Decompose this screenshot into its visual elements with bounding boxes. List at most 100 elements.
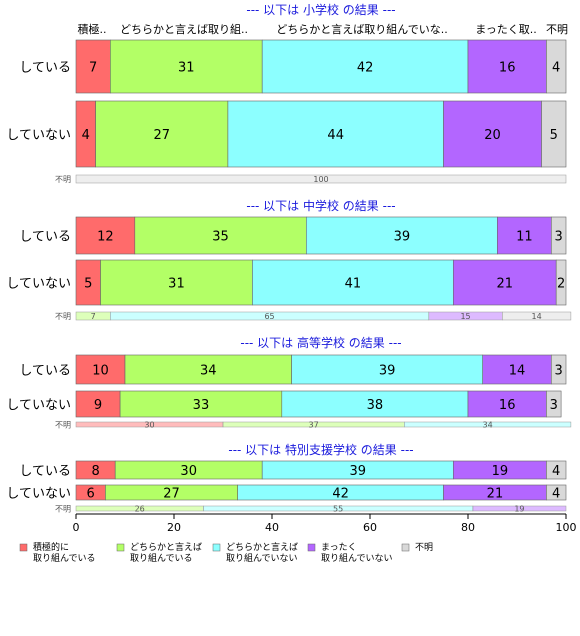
bar-value-label: 3 — [550, 398, 558, 413]
bar-value-label: 4 — [552, 487, 560, 502]
bar-value-label: 16 — [499, 61, 516, 76]
bar-value-label: 33 — [193, 398, 210, 413]
bar-value-label: 39 — [349, 464, 366, 479]
x-tick-label: 20 — [167, 521, 181, 534]
bar-segment — [546, 484, 567, 501]
bar-value-label: 31 — [178, 61, 195, 76]
unknown-bar-value-label: 55 — [333, 505, 343, 514]
bar-value-label: 27 — [153, 128, 170, 143]
legend-swatch — [116, 543, 125, 552]
unknown-bar-value-label: 14 — [532, 312, 542, 321]
legend-label: まったく — [321, 542, 357, 553]
category-header-2: どちらかと言えば取り組.. — [120, 23, 248, 36]
bar-segment — [281, 390, 469, 418]
row-label: している — [19, 230, 71, 245]
bar-segment — [305, 216, 498, 255]
x-tick-label: 100 — [556, 521, 577, 534]
bar-segment — [550, 354, 567, 385]
bar-segment — [443, 100, 542, 168]
unknown-row-label: 不明 — [55, 175, 71, 184]
unknown-bar-value-label: 37 — [309, 421, 319, 430]
bar-segment — [550, 216, 567, 255]
bar-value-label: 42 — [332, 487, 349, 502]
row-label: していない — [6, 398, 71, 413]
section-title: --- 以下は 中学校 の結果 --- — [246, 198, 395, 213]
bar-segment — [497, 216, 552, 255]
category-header-3: どちらかと言えば取り組んでいな.. — [276, 23, 447, 36]
bar-segment — [467, 390, 547, 418]
bar-value-label: 38 — [367, 398, 384, 413]
legend-label: 積極的に — [33, 541, 69, 553]
unknown-bar-value-label: 30 — [144, 421, 154, 430]
section-title: --- 以下は 高等学校 の結果 --- — [240, 335, 401, 350]
bar-value-label: 21 — [487, 487, 504, 502]
bar-segment — [75, 39, 111, 94]
bar-segment — [546, 39, 567, 94]
section-title: --- 以下は 特別支援学校 の結果 --- — [228, 442, 413, 457]
bar-segment — [555, 259, 567, 306]
bar-segment — [482, 354, 552, 385]
row-label: していない — [6, 277, 71, 292]
bar-value-label: 39 — [394, 230, 411, 245]
bar-segment — [546, 390, 562, 418]
bar-value-label: 7 — [89, 61, 97, 76]
legend-label: 取り組んでいない — [321, 552, 393, 564]
bar-value-label: 11 — [516, 230, 533, 245]
unknown-bar-value-label: 34 — [483, 421, 493, 430]
bar-value-label: 20 — [484, 128, 501, 143]
bar-value-label: 34 — [200, 364, 217, 379]
bar-value-label: 44 — [327, 128, 344, 143]
unknown-row-label: 不明 — [55, 505, 71, 514]
bar-value-label: 12 — [97, 230, 114, 245]
bar-value-label: 10 — [92, 364, 109, 379]
bar-value-label: 16 — [499, 398, 516, 413]
bar-value-label: 8 — [91, 464, 99, 479]
category-header-4: まったく取.. — [475, 23, 537, 36]
bar-segment — [100, 259, 253, 306]
bar-segment — [261, 39, 469, 94]
bar-segment — [467, 39, 547, 94]
bar-value-label: 5 — [84, 277, 92, 292]
unknown-row-label: 不明 — [55, 421, 71, 430]
bar-value-label: 4 — [82, 128, 90, 143]
x-tick-label: 40 — [265, 521, 279, 534]
legend-swatch — [401, 543, 410, 552]
category-header-1: 積極.. — [78, 22, 107, 36]
unknown-bar-segment — [472, 505, 567, 512]
unknown-bar-value-label: 100 — [313, 175, 328, 184]
bar-value-label: 9 — [94, 398, 102, 413]
bar-value-label: 4 — [552, 464, 560, 479]
bar-segment — [110, 39, 263, 94]
legend-label: どちらかと言えば — [130, 541, 202, 553]
bar-segment — [252, 259, 454, 306]
bar-value-label: 4 — [552, 61, 560, 76]
bar-value-label: 27 — [163, 487, 180, 502]
row-label: していない — [6, 487, 71, 502]
bar-segment — [124, 354, 292, 385]
bar-value-label: 21 — [496, 277, 513, 292]
bar-segment — [95, 100, 229, 168]
legend-swatch — [307, 543, 316, 552]
bar-value-label: 3 — [555, 230, 563, 245]
bar-value-label: 2 — [557, 277, 565, 292]
bar-segment — [541, 100, 567, 168]
unknown-bar-value-label: 65 — [264, 312, 274, 321]
legend-label: どちらかと言えば — [226, 541, 298, 553]
bar-segment — [75, 390, 121, 418]
bar-segment — [75, 259, 101, 306]
bar-value-label: 19 — [492, 464, 509, 479]
unknown-bar-segment — [502, 311, 572, 321]
bar-value-label: 41 — [345, 277, 362, 292]
bar-segment — [546, 460, 567, 480]
category-header-5: 不明 — [546, 23, 568, 36]
bar-value-label: 35 — [212, 230, 229, 245]
bar-segment — [119, 390, 283, 418]
legend-label: 取り組んでいる — [33, 552, 96, 564]
unknown-bar-value-label: 15 — [460, 312, 470, 321]
legend-label: 取り組んでいない — [226, 552, 298, 564]
bar-segment — [227, 100, 444, 168]
bar-segment — [134, 216, 307, 255]
bar-value-label: 31 — [168, 277, 185, 292]
bar-value-label: 3 — [555, 364, 563, 379]
